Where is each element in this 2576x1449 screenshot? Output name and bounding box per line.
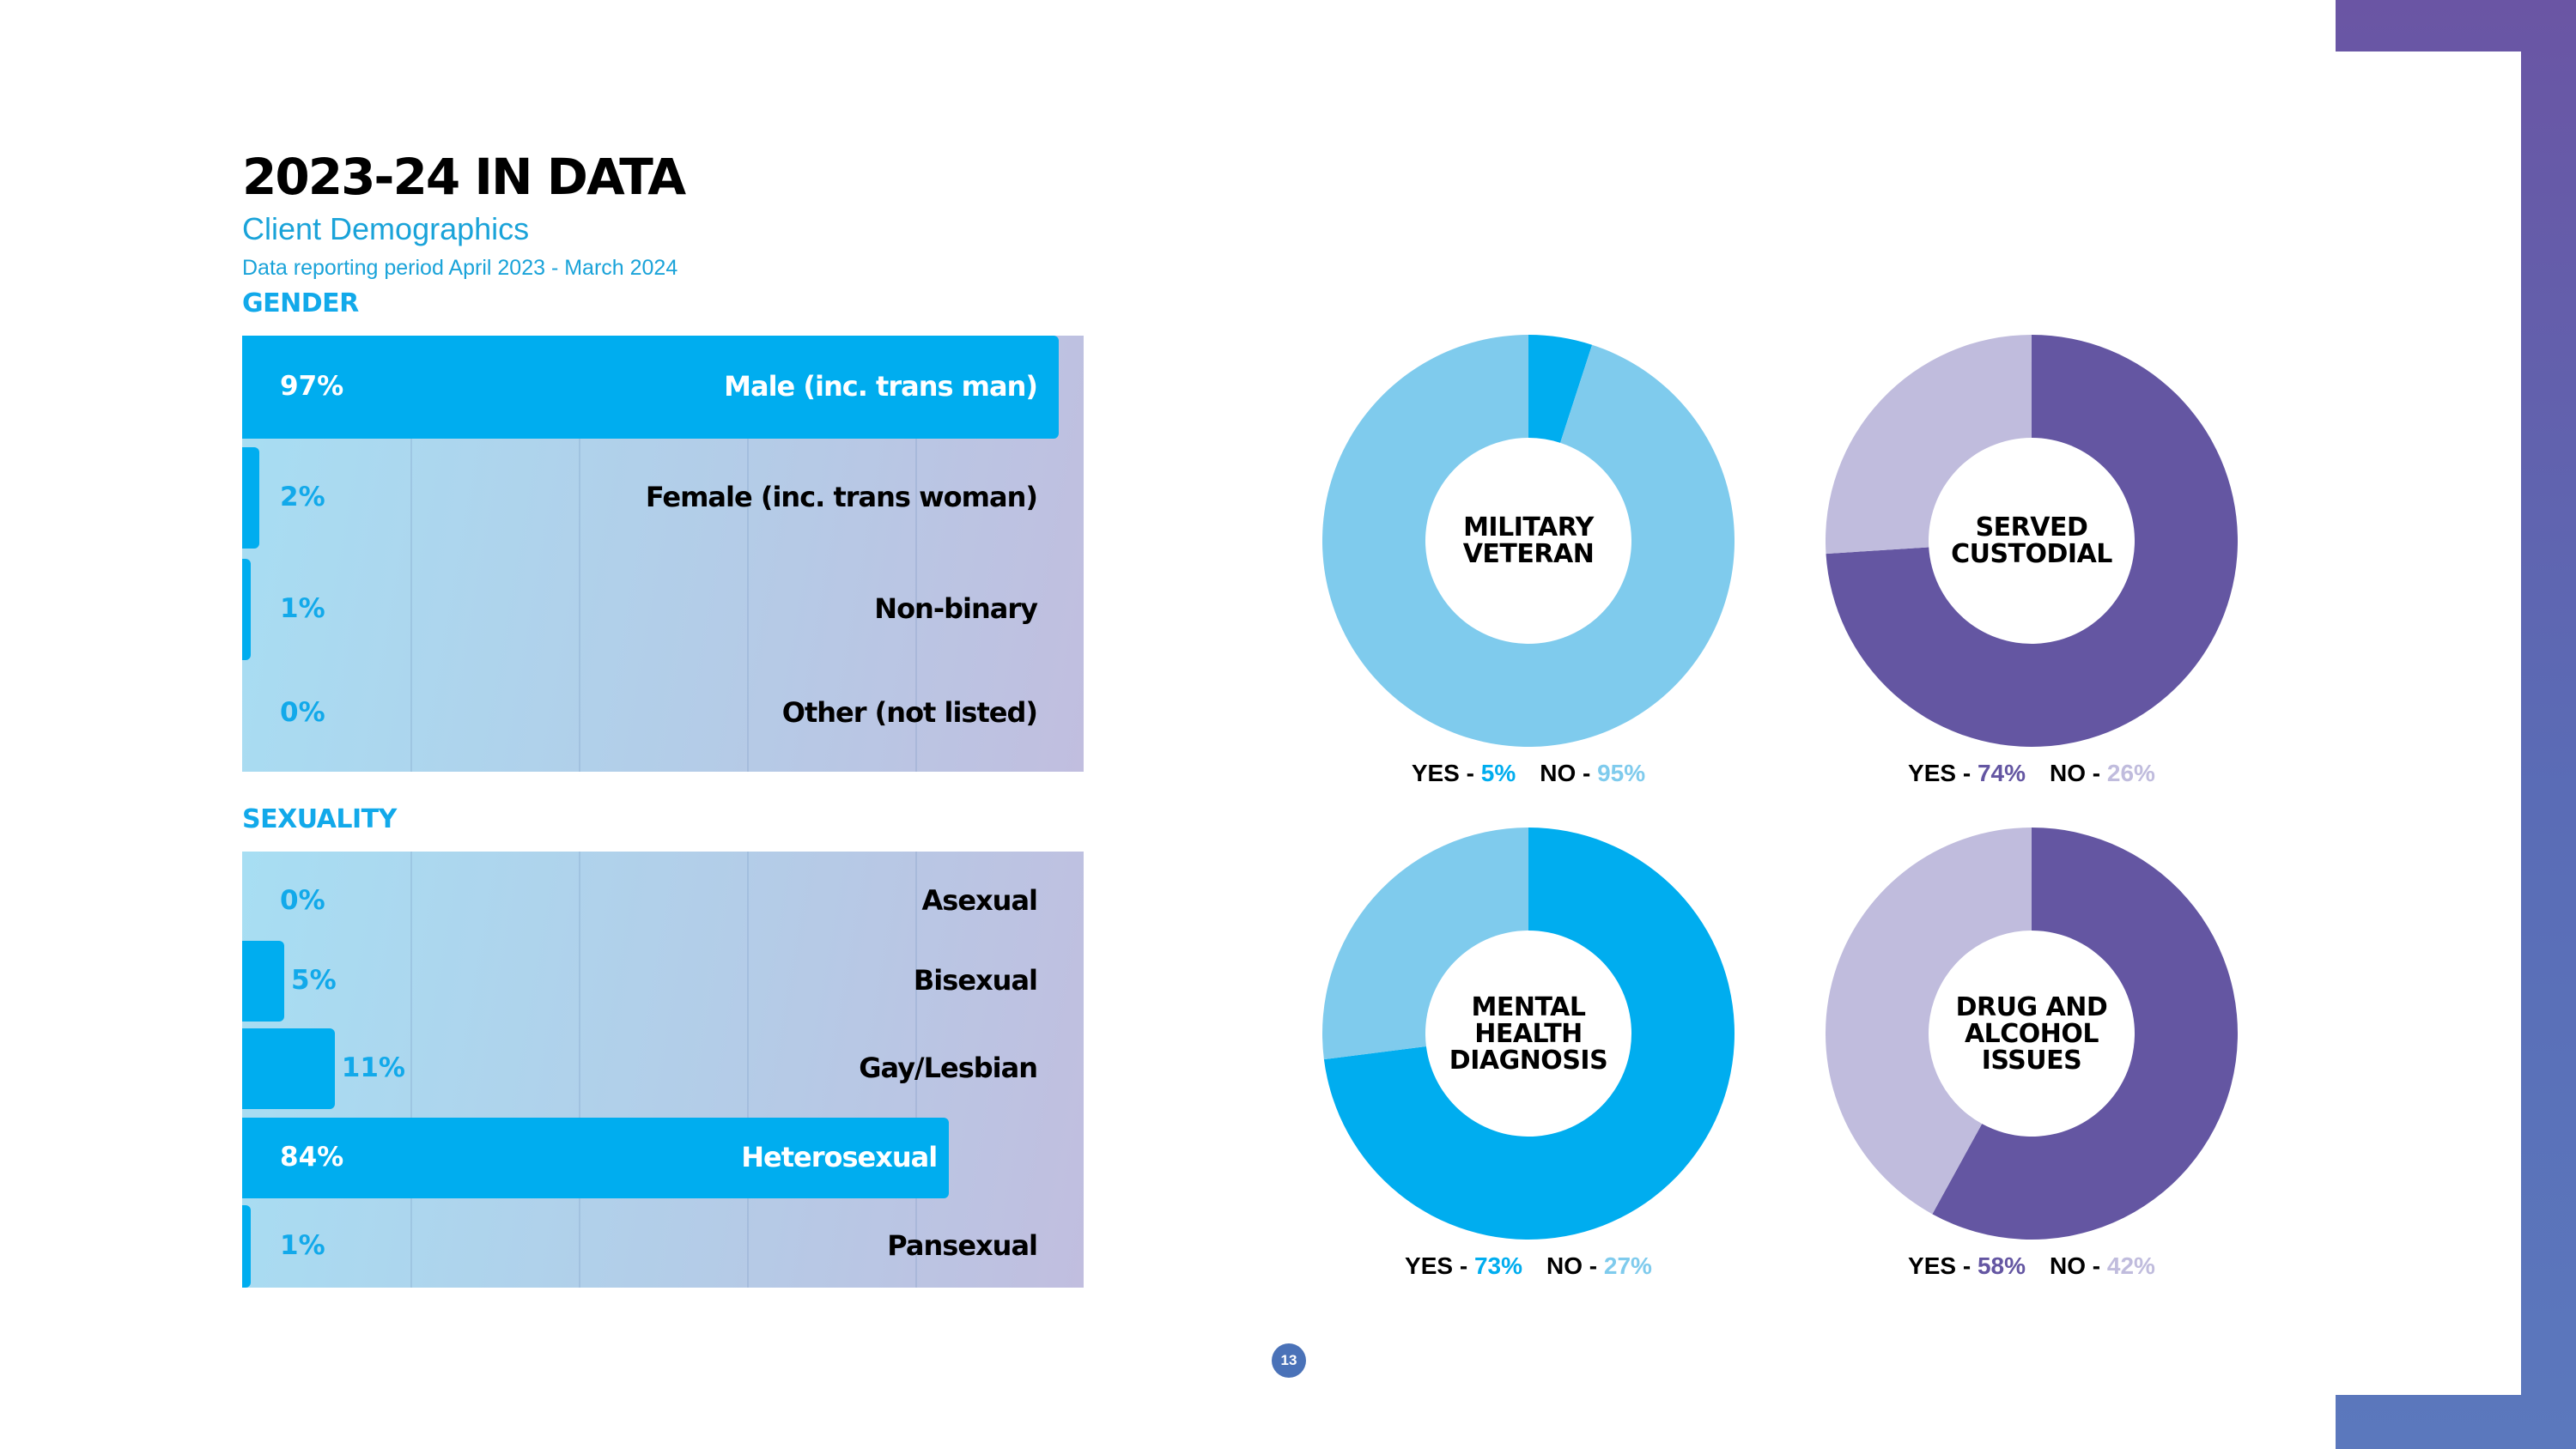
category-label: Heterosexual [741,1141,938,1173]
bar-value-label: 97% [280,371,344,402]
donut-svg [1826,335,2238,747]
donut-title-line: MENTAL [1471,991,1586,1022]
gridline [915,336,917,772]
category-label: Male (inc. trans man) [724,370,1038,403]
bar-value-label: 0% [280,697,325,728]
legend-yes-value: 5% [1480,760,1516,786]
bar-value-label: 2% [280,482,325,512]
page-subtitle: Client Demographics [242,211,530,246]
slice-yes [1932,828,2238,1240]
gridline [410,852,412,1288]
donut-legend: YES - 58% NO - 42% [1826,1252,2238,1280]
category-label: Asexual [921,883,1038,917]
category-label: Other (not listed) [781,696,1038,729]
donut-svg [1322,335,1735,747]
slice-yes [1528,335,1593,443]
bar-gay-lesbian [242,1028,335,1109]
served-custodial-donut: SERVED CUSTODIAL YES - 74% NO - 26% [1826,335,2238,798]
donut-title-line: MILITARY [1463,512,1594,543]
legend-no-label: NO - [1546,1252,1604,1279]
slice-yes [1826,335,2238,747]
legend-yes-value: 74% [1977,760,2026,786]
donut-title-line: SERVED [1975,512,2088,543]
legend-yes-value: 58% [1977,1252,2026,1279]
donut-legend: YES - 74% NO - 26% [1826,760,2238,787]
slice-no [1322,828,1528,1060]
mental-health-donut: MENTAL HEALTH DIAGNOSIS YES - 73% NO - 27% [1322,828,1735,1291]
decorative-frame-inner [2336,52,2521,1395]
legend-no-label: NO - [2050,1252,2107,1279]
slice-yes [1323,828,1735,1240]
legend-yes-value: 73% [1473,1252,1523,1279]
donut-center-label: MENTAL HEALTH DIAGNOSIS [1322,994,1735,1074]
donut-legend: YES - 5% NO - 95% [1322,760,1735,787]
donut-center-label: DRUG AND ALCOHOL ISSUES [1826,994,2238,1074]
drug-alcohol-donut: DRUG AND ALCOHOL ISSUES YES - 58% NO - 42% [1826,828,2238,1291]
bar-heterosexual [242,1118,950,1198]
bar-value-label: 84% [280,1142,344,1173]
legend-yes-label: YES - [1908,1252,1978,1279]
page-number: 13 [1272,1343,1306,1378]
sexuality-chart: 0% Asexual 5% Bisexual 11% Gay/Lesbian 84% Hete… [242,852,1084,1288]
bar-value-label: 5% [291,965,337,996]
bar-bisexual [242,941,284,1022]
military-veteran-donut: MILITARY VETERAN YES - 5% NO - 95% [1322,335,1735,798]
legend-yes-label: YES - [1908,760,1978,786]
sexuality-title: SEXUALITY [242,804,397,834]
category-label: Non-binary [874,592,1038,625]
slice-no [1826,335,2032,555]
donut-title-line: DRUG AND [1955,991,2108,1022]
legend-no-value: 42% [2106,1252,2155,1279]
page-title: 2023-24 IN DATA [242,148,686,206]
gridline [579,852,580,1288]
donut-legend: YES - 73% NO - 27% [1322,1252,1735,1280]
legend-yes-label: YES - [1411,760,1481,786]
gridline [410,336,412,772]
category-label: Bisexual [913,964,1038,997]
legend-no-value: 95% [1597,760,1646,786]
donut-center-label: SERVED CUSTODIAL [1826,514,2238,567]
category-label: Female (inc. trans woman) [645,481,1038,513]
bar-female-inc-trans-woman [242,447,259,549]
donut-svg [1826,828,2238,1240]
donut-center-label: MILITARY VETERAN [1322,514,1735,567]
gender-chart: 97% Male (inc. trans man) 2% Female (inc. t… [242,336,1084,772]
bar-value-label: 1% [280,593,325,624]
legend-no-value: 27% [1603,1252,1652,1279]
donut-title-line: DIAGNOSIS [1449,1045,1608,1076]
bar-non-binary [242,559,251,660]
legend-no-label: NO - [1540,760,1598,786]
gridline [747,852,749,1288]
bar-male-inc-trans-man [242,336,1059,439]
slice-no [1826,828,2032,1215]
donut-title-line: VETERAN [1462,539,1595,569]
gridline [579,336,580,772]
bar-value-label: 1% [280,1230,325,1261]
bar-value-label: 11% [341,1052,405,1083]
donut-svg [1322,828,1735,1240]
donut-title-line: CUSTODIAL [1951,539,2112,569]
gender-title: GENDER [242,288,359,318]
category-label: Gay/Lesbian [859,1052,1038,1084]
slice-no [1322,335,1735,747]
donut-title-line: ALCOHOL [1964,1018,2099,1049]
bar-pansexual [242,1205,251,1288]
bar-value-label: 0% [280,884,325,916]
gridline [915,852,917,1288]
donut-title-line: HEALTH [1474,1018,1583,1049]
reporting-period: Data reporting period April 2023 - March… [242,256,678,280]
legend-no-value: 26% [2106,760,2155,786]
legend-no-label: NO - [2050,760,2107,786]
gridline [747,336,749,772]
category-label: Pansexual [887,1229,1038,1262]
donut-title-line: ISSUES [1981,1045,2082,1076]
legend-yes-label: YES - [1405,1252,1474,1279]
